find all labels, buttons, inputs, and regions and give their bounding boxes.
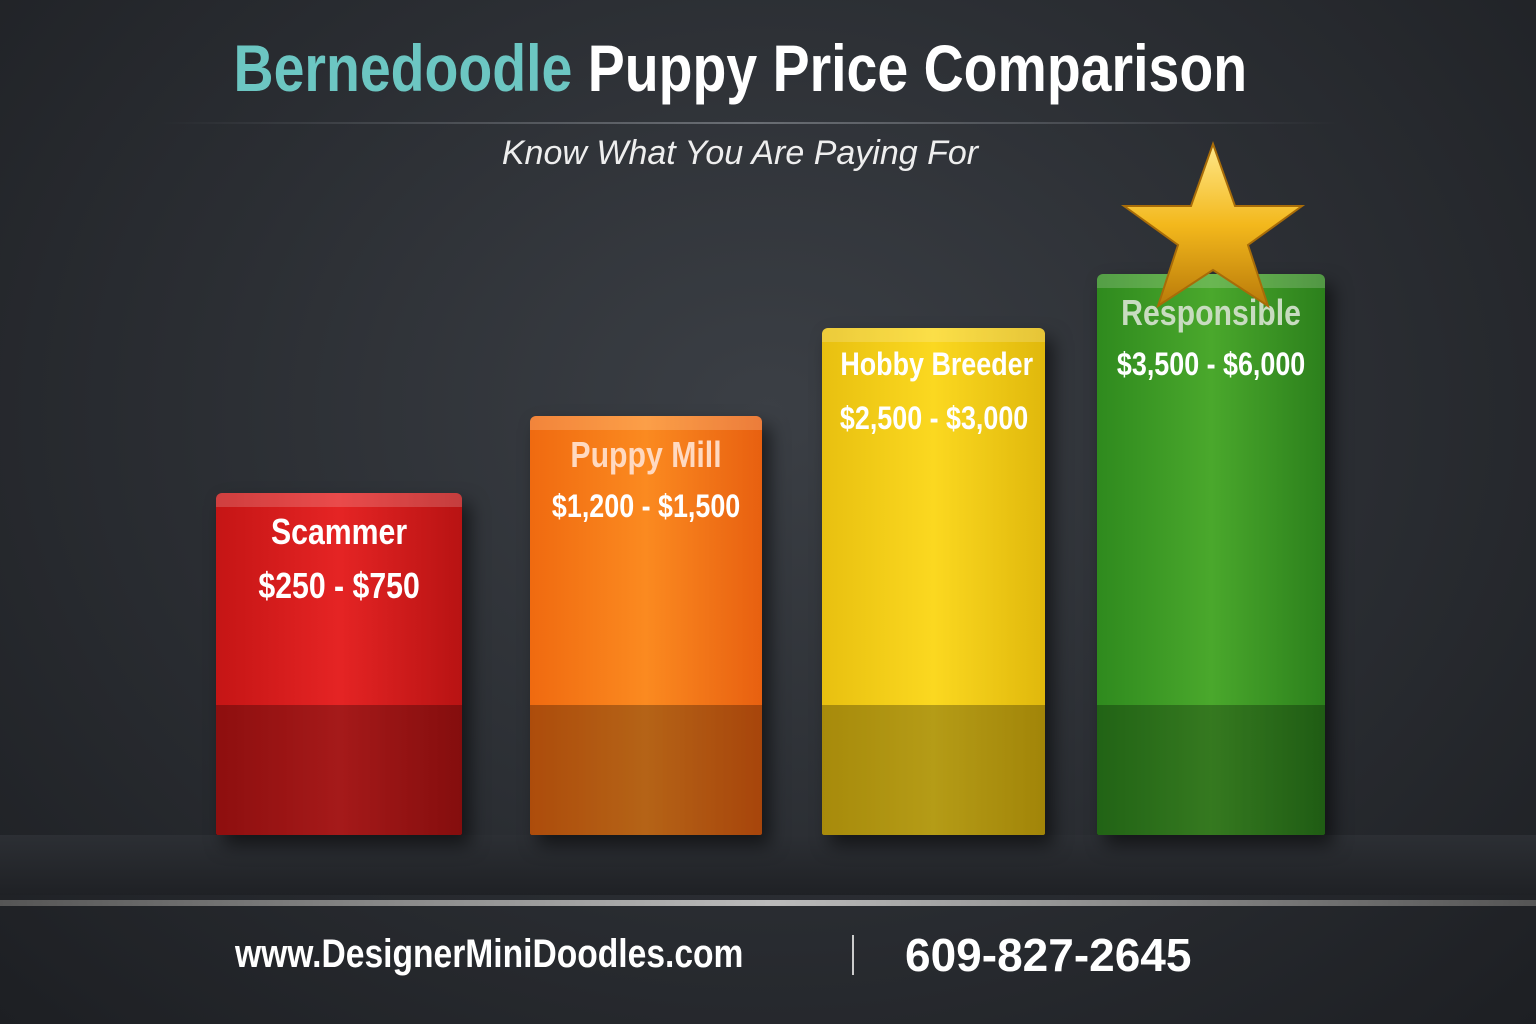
text: $1,200 - $1,500 bbox=[551, 488, 741, 524]
footer-rule bbox=[0, 900, 1536, 906]
text: 609-827-2645 bbox=[905, 929, 1192, 981]
tier-bar: Scammer $250 - $750 bbox=[216, 493, 462, 835]
separator bbox=[852, 935, 854, 975]
text: $250 - $750 bbox=[258, 565, 420, 606]
text: $2,500 - $3,000 bbox=[839, 400, 1029, 436]
tier-label: Responsible bbox=[1097, 292, 1325, 334]
tier-price: $1,200 - $1,500 bbox=[530, 488, 762, 525]
title-rest: Puppy Price Comparison bbox=[587, 31, 1247, 105]
text: Scammer bbox=[270, 511, 408, 552]
subtitle: Know What You Are Paying For bbox=[501, 134, 979, 172]
text: Responsible bbox=[1121, 292, 1301, 333]
text: $3,500 - $6,000 bbox=[1116, 346, 1306, 382]
website: www.DesignerMiniDoodles.com bbox=[235, 932, 840, 977]
tier-bar: Puppy Mill $1,200 - $1,500 bbox=[530, 416, 762, 835]
tier-label: Hobby Breeder bbox=[822, 346, 1045, 383]
tier-price: $3,500 - $6,000 bbox=[1097, 346, 1325, 383]
title: Bernedoodle Puppy Price Comparison bbox=[0, 30, 1480, 106]
text: Puppy Mill bbox=[570, 434, 722, 475]
tier-label: Puppy Mill bbox=[530, 434, 762, 476]
title-highlight: Bernedoodle bbox=[233, 31, 573, 105]
phone: 609-827-2645 bbox=[905, 928, 1191, 982]
tier-label: Scammer bbox=[216, 511, 462, 553]
tier-price: $2,500 - $3,000 bbox=[822, 400, 1045, 437]
tier-bar: Hobby Breeder $2,500 - $3,000 bbox=[822, 328, 1045, 835]
tier-bar: Responsible $3,500 - $6,000 bbox=[1097, 274, 1325, 835]
text: Hobby Breeder bbox=[840, 346, 1034, 382]
divider bbox=[160, 122, 1340, 124]
star bbox=[1120, 141, 1306, 309]
text: www.DesignerMiniDoodles.com bbox=[235, 932, 744, 976]
tier-price: $250 - $750 bbox=[216, 565, 462, 607]
shelf bbox=[0, 835, 1536, 895]
